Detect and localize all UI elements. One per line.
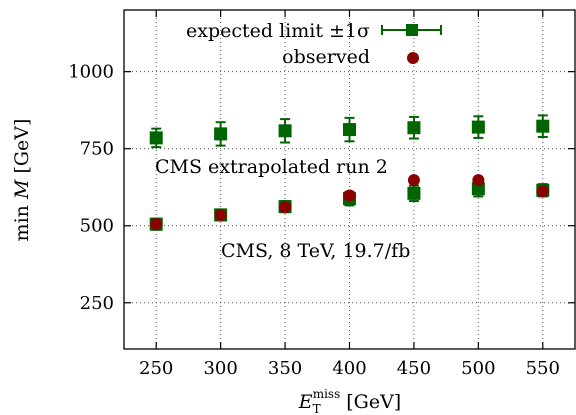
x-axis-label: ETmiss [GeV] <box>298 387 401 415</box>
legend-expected-marker <box>406 24 418 36</box>
legend-observed-label: observed <box>282 46 370 68</box>
y-axis-label: min M [GeV] <box>11 119 33 242</box>
x-tick-label: 250 <box>139 358 173 379</box>
y-tick-label: 250 <box>80 293 114 314</box>
data-series <box>149 114 550 231</box>
y-tick-label: 750 <box>80 139 114 160</box>
observed-point <box>343 189 356 202</box>
expected-point <box>471 182 485 196</box>
observed-point <box>472 174 485 187</box>
legend-expected-label: expected limit ±1σ <box>186 20 370 42</box>
legend-observed-marker <box>407 52 419 64</box>
expected-point <box>343 123 356 137</box>
x-tick-label: 350 <box>268 358 302 379</box>
x-tick-label: 550 <box>526 358 560 379</box>
annotation-run2: CMS extrapolated run 2 <box>155 156 388 178</box>
expected-point <box>471 120 485 134</box>
x-tick-label: 400 <box>332 358 366 379</box>
grid <box>124 10 575 349</box>
x-tick-label: 450 <box>397 358 431 379</box>
observed-point <box>407 174 420 187</box>
legend: expected limit ±1σ observed <box>186 20 442 68</box>
axis-ticks: 250 300 350 400 450 500 550 250 500 750 1000 <box>68 10 575 379</box>
expected-point <box>214 127 228 141</box>
annotation-8tev: CMS, 8 TeV, 19.7/fb <box>221 240 410 262</box>
expected-point <box>407 121 421 135</box>
expected-point <box>278 124 292 138</box>
y-tick-label: 1000 <box>68 62 114 83</box>
y-tick-label: 500 <box>80 216 114 237</box>
observed-point <box>150 218 163 231</box>
expected-point <box>149 131 163 145</box>
observed-point <box>214 208 227 221</box>
x-tick-label: 500 <box>461 358 495 379</box>
x-tick-label: 300 <box>203 358 237 379</box>
observed-point <box>536 185 549 198</box>
expected-point <box>536 119 550 133</box>
observed-point <box>279 201 292 214</box>
expected-point <box>407 186 421 200</box>
